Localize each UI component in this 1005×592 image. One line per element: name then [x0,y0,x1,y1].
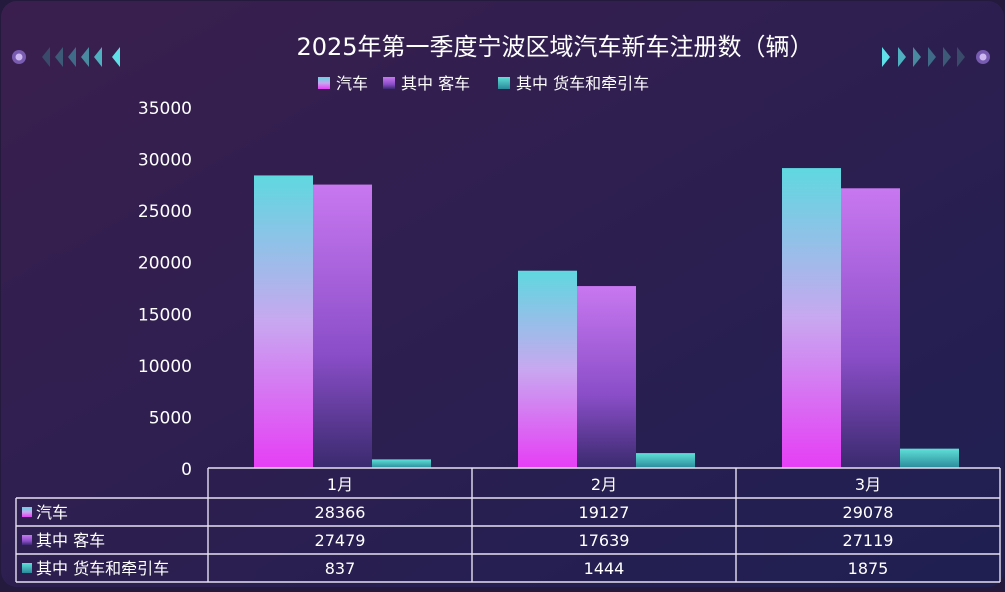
legend: 汽车 其中 客车 其中 货车和牵引车 [318,74,649,93]
table-cell-value: 27119 [843,531,894,550]
table-row-swatch [22,563,32,573]
legend-swatch [318,77,330,89]
bar-series-car [518,270,577,468]
bar-series-car [254,175,313,468]
x-tick-label: 1月 [327,475,353,494]
y-tick-label: 5000 [149,408,192,428]
table-row-label: 汽车 [36,503,68,522]
y-tick-label: 10000 [138,357,192,377]
table-cell-value: 1875 [848,559,889,578]
bar-series-truck [636,453,695,468]
y-tick-label: 15000 [138,305,192,325]
chart-title: 2025年第一季度宁波区域汽车新车注册数（辆） [296,33,813,61]
y-tick-label: 30000 [138,151,192,171]
legend-item-series-truck[interactable]: 其中 货车和牵引车 [498,74,649,93]
y-tick-label: 35000 [138,99,192,119]
table-row-swatch [22,535,32,545]
bar-series-bus [313,184,372,469]
table-cell-value: 27479 [315,531,366,550]
table-row-label: 其中 客车 [36,531,105,550]
y-tick-label: 20000 [138,254,192,274]
y-tick-label: 25000 [138,202,192,222]
x-tick-label: 2月 [591,475,617,494]
y-axis: 35000 30000 25000 20000 15000 10000 5000 0 [138,99,192,480]
table-cell-value: 28366 [315,503,366,522]
legend-swatch [383,77,395,89]
table-cell-value: 1444 [584,559,625,578]
table-cell-value: 29078 [843,503,894,522]
table-row-label: 其中 货车和牵引车 [36,559,169,578]
legend-swatch [498,77,510,89]
legend-label: 其中 货车和牵引车 [516,74,649,93]
table-cell-value: 19127 [579,503,630,522]
legend-item-series-car[interactable]: 汽车 [318,74,368,93]
bar-series-truck [900,448,959,468]
right-decoration [882,47,990,67]
table-cell-value: 17639 [579,531,630,550]
y-tick-label: 0 [181,460,192,480]
legend-label: 汽车 [336,74,368,93]
legend-item-series-bus[interactable]: 其中 客车 [383,74,470,93]
bar-series-car [782,168,841,468]
left-decoration [12,47,120,67]
bar-series-bus [577,286,636,468]
table-row-swatch [22,507,32,517]
bar-series-bus [841,188,900,469]
x-tick-label: 3月 [855,475,881,494]
table-cell-value: 837 [325,559,356,578]
bar-series-truck [372,459,431,468]
legend-label: 其中 客车 [401,74,470,93]
bars [254,168,959,469]
